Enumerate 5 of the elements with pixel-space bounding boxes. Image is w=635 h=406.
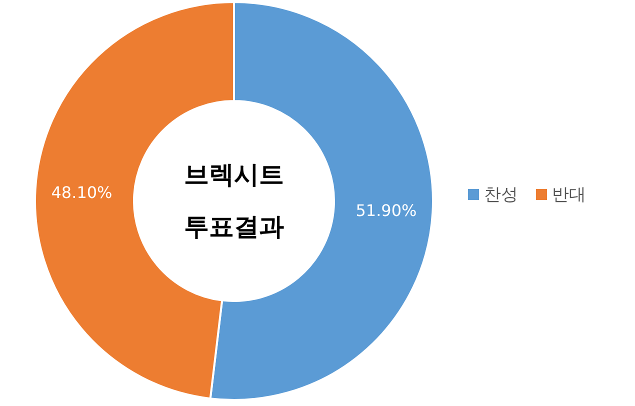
legend-label: 찬성 bbox=[484, 185, 518, 205]
data-label: 51.90% bbox=[356, 201, 417, 220]
text: 브렉시트 투표결과 bbox=[184, 160, 284, 241]
data-label: 48.10% bbox=[51, 182, 112, 202]
legend-label: 반대 bbox=[552, 185, 586, 205]
